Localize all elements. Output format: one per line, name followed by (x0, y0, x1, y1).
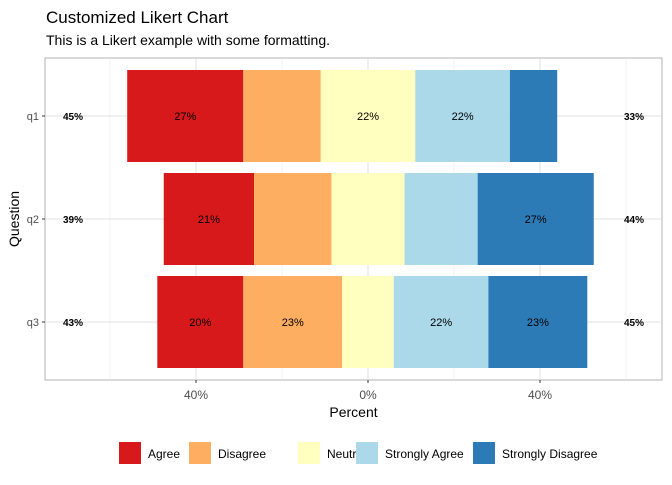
left-total-label: 45% (63, 112, 83, 123)
bar-segment (393, 276, 489, 368)
bar-value-label: 20% (189, 317, 211, 329)
bar-segment (331, 173, 405, 265)
left-total-label: 43% (63, 318, 83, 329)
chart-title: Customized Likert Chart (46, 8, 229, 27)
bar-segment (320, 70, 416, 162)
y-tick-label: q1 (27, 111, 39, 123)
bar-segment (163, 173, 255, 265)
bar-value-label: 23% (527, 317, 549, 329)
bar-segment (157, 276, 244, 368)
bar-value-label: 21% (198, 214, 220, 226)
bar-segment (488, 276, 588, 368)
bar-value-label: 27% (525, 214, 547, 226)
legend-swatch (356, 442, 378, 464)
bar-segment (243, 276, 343, 368)
bar-segment (509, 70, 558, 162)
data-labels-layer: 27% 22% 22% 21% 27% 20% 23% 22% 23% (174, 111, 549, 329)
bars-layer (127, 70, 594, 368)
legend-label: Disagree (218, 447, 266, 461)
right-total-label: 45% (624, 318, 644, 329)
y-axis-title: Question (6, 191, 22, 247)
chart-subtitle: This is a Likert example with some forma… (46, 32, 330, 48)
legend-swatch (298, 442, 320, 464)
bar-value-label: 22% (452, 111, 474, 123)
bar-segment (342, 276, 394, 368)
legend: Agree Disagree Neutral Strongly Agree Strong… (119, 442, 598, 464)
legend-label: Strongly Agree (385, 447, 464, 461)
legend-label: Agree (148, 447, 180, 461)
legend-swatch (189, 442, 211, 464)
y-axis: q1 q2 q3 (27, 111, 45, 329)
x-tick-label: 0% (359, 388, 377, 402)
bar-segment (254, 173, 332, 265)
x-tick-label: 40% (528, 388, 552, 402)
bar-segment (415, 70, 510, 162)
legend-swatch (119, 442, 141, 464)
y-tick-label: q3 (27, 317, 39, 329)
y-tick-label: q2 (27, 214, 39, 226)
x-axis: 40% 0% 40% (184, 380, 552, 402)
left-total-label: 39% (63, 215, 83, 226)
bar-value-label: 22% (430, 317, 452, 329)
bar-segment (243, 70, 321, 162)
bar-value-label: 27% (174, 111, 196, 123)
x-axis-title: Percent (329, 404, 377, 420)
bar-value-label: 22% (357, 111, 379, 123)
bar-segment (127, 70, 244, 162)
right-total-label: 44% (624, 215, 644, 226)
totals-layer: 45% 33% 39% 44% 43% 45% (63, 112, 644, 329)
x-tick-label: 40% (184, 388, 208, 402)
bar-segment (404, 173, 478, 265)
bar-value-label: 23% (282, 317, 304, 329)
legend-label: Strongly Disagree (502, 447, 598, 461)
right-total-label: 33% (624, 112, 644, 123)
bar-segment (477, 173, 594, 265)
legend-swatch (473, 442, 495, 464)
